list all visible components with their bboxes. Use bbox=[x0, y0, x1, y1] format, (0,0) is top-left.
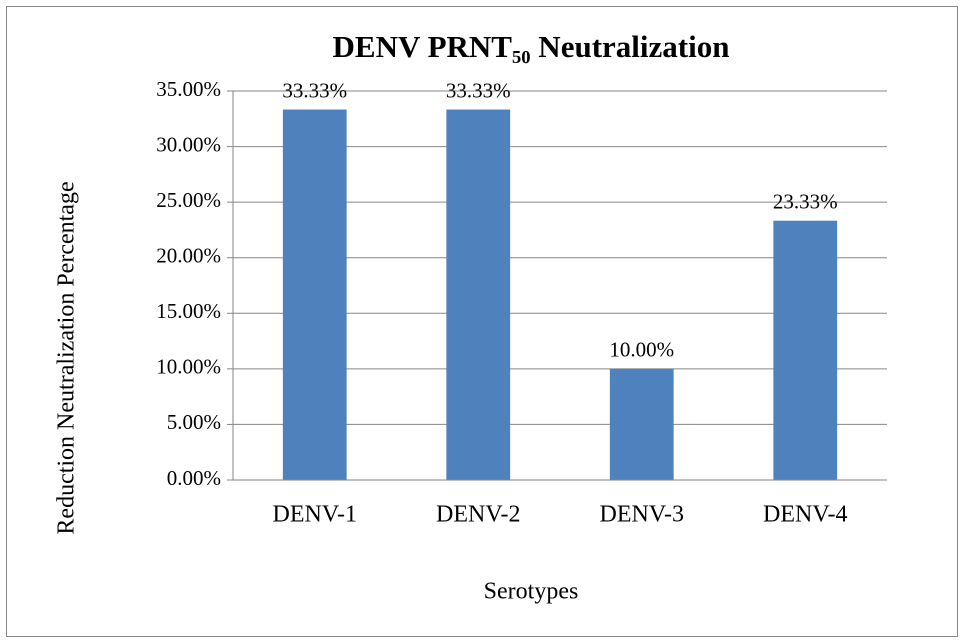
y-tick-label: 35.00% bbox=[156, 77, 221, 101]
y-tick-label: 10.00% bbox=[156, 355, 221, 379]
bar bbox=[773, 220, 838, 480]
y-tick-label: 15.00% bbox=[156, 299, 221, 323]
bar bbox=[446, 109, 511, 481]
y-tick-label: 20.00% bbox=[156, 244, 221, 268]
y-tick-label: 5.00% bbox=[167, 410, 221, 434]
x-tick-label: DENV-4 bbox=[763, 502, 847, 528]
y-tick-label: 25.00% bbox=[156, 188, 221, 212]
data-label: 33.33% bbox=[282, 78, 347, 102]
bar bbox=[609, 368, 674, 480]
y-axis-label: Reduction Neutralization Percentage bbox=[54, 181, 80, 534]
x-tick-label: DENV-3 bbox=[600, 502, 684, 528]
data-label: 33.33% bbox=[446, 78, 511, 102]
y-tick-label: 30.00% bbox=[156, 132, 221, 156]
x-tick-label: DENV-1 bbox=[273, 502, 357, 528]
x-axis-label: Serotypes bbox=[484, 579, 579, 605]
data-label: 23.33% bbox=[773, 190, 838, 214]
chart-title: DENV PRNT₅₀ Neutralization bbox=[333, 29, 730, 64]
y-tick-label: 0.00% bbox=[167, 466, 221, 490]
x-tick-label: DENV-2 bbox=[436, 502, 520, 528]
data-label: 10.00% bbox=[609, 338, 674, 362]
bar bbox=[282, 109, 347, 481]
